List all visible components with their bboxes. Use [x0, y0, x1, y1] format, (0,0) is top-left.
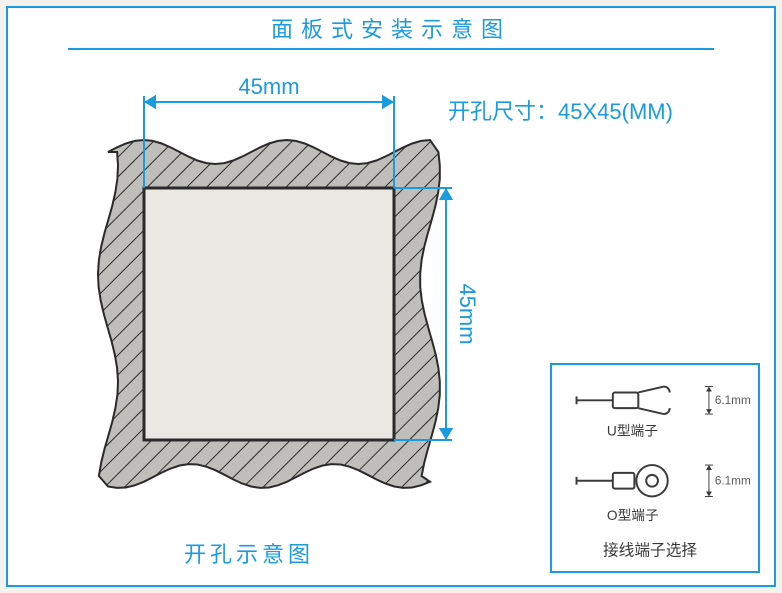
o-terminal-label: O型端子: [607, 508, 659, 523]
dim-right-text: 45mm: [455, 283, 480, 344]
diagram-frame: 面板式安装示意图 45mm 45mm 开孔尺寸：45X45(MM) 开孔示意图: [6, 6, 776, 587]
panel-illustration: 45mm 45mm: [48, 68, 528, 588]
title-underline: [68, 48, 714, 50]
cutout-spec-label: 开孔尺寸：45X45(MM): [448, 94, 673, 126]
terminal-box: 6.1mm U型端子 6.1mm O型端子接线端子选择: [550, 363, 760, 573]
diagram-container: 面板式安装示意图 45mm 45mm 开孔尺寸：45X45(MM) 开孔示意图: [0, 0, 782, 593]
title-bar: 面板式安装示意图: [8, 8, 774, 46]
bottom-caption: 开孔示意图: [184, 537, 314, 569]
dim-top-text: 45mm: [238, 74, 299, 99]
u-terminal-label: U型端子: [607, 424, 658, 439]
svg-text:6.1mm: 6.1mm: [715, 394, 751, 407]
terminal-illustration: 6.1mm U型端子 6.1mm O型端子接线端子选择: [552, 365, 758, 571]
terminal-footer: 接线端子选择: [603, 541, 697, 559]
svg-text:6.1mm: 6.1mm: [715, 475, 751, 488]
